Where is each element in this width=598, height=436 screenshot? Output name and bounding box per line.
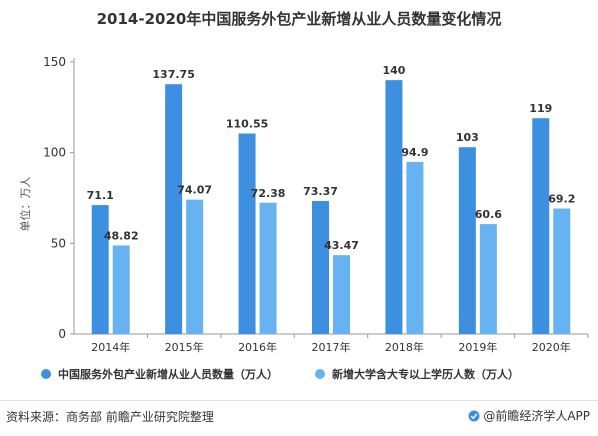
data-label-series-1: 137.75 [152, 68, 194, 81]
chart-title: 2014-2020年中国服务外包产业新增从业人员数量变化情况 [96, 10, 502, 28]
bar-series-1 [165, 84, 183, 334]
bar-series-2 [553, 208, 571, 334]
y-tick-label: 0 [58, 327, 66, 341]
data-label-series-2: 48.82 [104, 229, 139, 242]
qianzhan-logo-icon [468, 410, 480, 421]
data-label-series-2: 72.38 [251, 187, 286, 200]
legend-label-series-1: 中国服务外包产业新增从业人员数量（万人） [58, 367, 278, 381]
legend-label-series-2: 新增大学含大专以上学历人数（万人） [332, 367, 519, 381]
data-label-series-2: 43.47 [324, 239, 359, 252]
legend-marker-series-1 [41, 369, 51, 379]
x-tick-label: 2016年 [238, 340, 277, 354]
y-tick-label: 100 [43, 146, 66, 160]
data-label-series-1: 119 [529, 102, 552, 115]
bar-series-1 [532, 118, 550, 334]
bar-series-1 [91, 205, 109, 334]
data-label-series-2: 69.2 [548, 193, 575, 206]
data-label-series-1: 110.55 [226, 118, 268, 131]
brand-credit: @前瞻经济学人APP [468, 407, 590, 424]
footer-divider [0, 400, 598, 401]
y-tick-label: 150 [43, 55, 66, 69]
bar-series-2 [406, 161, 424, 334]
data-label-series-1: 140 [382, 64, 405, 77]
x-tick-label: 2020年 [532, 340, 571, 354]
data-label-series-2: 74.07 [177, 184, 212, 197]
brand-text: @前瞻经济学人APP [483, 409, 590, 423]
bar-series-1 [238, 133, 256, 334]
x-tick-label: 2014年 [91, 340, 130, 354]
bar-series-1 [458, 147, 476, 334]
legend-marker-series-2 [315, 369, 325, 379]
bar-series-1 [385, 80, 403, 334]
bar-chart: 0 50 100 150 单位：万人 71.1 48.82 2014年 137.75 74.07 2… [18, 55, 589, 381]
data-label-series-2: 60.6 [475, 208, 502, 221]
bar-series-1 [312, 200, 329, 334]
x-tick-label: 2019年 [458, 340, 497, 354]
data-label-series-1: 103 [456, 131, 479, 144]
bar-series-2 [112, 245, 130, 334]
x-tick-label: 2015年 [165, 340, 204, 354]
bar-series-2 [186, 199, 204, 334]
source-note: 资料来源：商务部 前瞻产业研究院整理 [6, 410, 214, 424]
x-tick-label: 2018年 [385, 340, 424, 354]
bar-series-2 [333, 255, 350, 334]
y-axis-title: 单位：万人 [18, 177, 32, 232]
data-label-series-1: 73.37 [303, 185, 338, 198]
bar-series-2 [259, 202, 277, 334]
bar-series-2 [479, 224, 497, 334]
x-tick-label: 2017年 [312, 340, 351, 354]
data-label-series-2: 94.9 [401, 146, 428, 159]
y-tick-label: 50 [51, 236, 66, 250]
data-label-series-1: 71.1 [87, 189, 114, 202]
